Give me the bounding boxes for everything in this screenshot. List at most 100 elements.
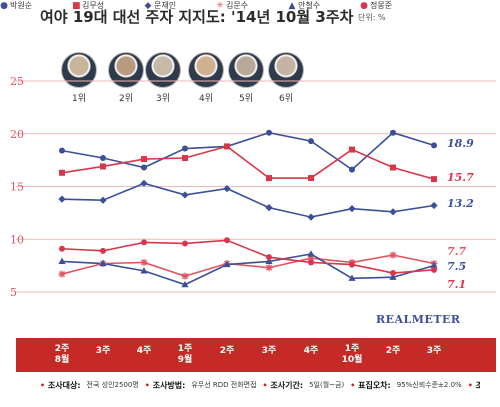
series-line: [61, 254, 435, 278]
candidate-rank: 5위: [238, 94, 253, 104]
legend-label: 박원순: [10, 1, 33, 10]
survey-footer: 조사대상: 전국 성인2500명 조사방법: 유무선 RDD 전화면접 조사기간: 5일(…: [40, 374, 480, 396]
data-point: [348, 205, 356, 213]
data-point: [431, 142, 437, 149]
end-value-label: 7.7: [447, 245, 466, 258]
data-point: [59, 245, 65, 252]
x-tick-week: 2주: [385, 346, 401, 356]
candidate-photo: [61, 52, 97, 88]
y-tick-label: 15: [10, 181, 24, 194]
x-tick-label: 1주 9월: [165, 344, 205, 366]
x-tick-week: 2주: [54, 344, 70, 354]
candidate-photo: [188, 52, 224, 88]
data-point: [307, 254, 315, 262]
footer-key: 조사대상:: [40, 380, 81, 391]
data-point: [308, 138, 314, 145]
footer-value: 전국 성인2500명: [86, 381, 139, 389]
x-tick-label: 2주 8월: [42, 344, 82, 366]
y-tick-label: 20: [10, 128, 24, 141]
data-point: [308, 175, 314, 182]
data-point: [430, 201, 438, 210]
end-value-label: 7.5: [447, 260, 466, 273]
data-point: [223, 185, 231, 193]
end-value-label: 15.7: [447, 171, 474, 184]
data-point: [390, 164, 396, 171]
x-tick-label: 3주: [414, 346, 454, 357]
data-point: [308, 259, 314, 266]
x-tick-month: 8월: [54, 355, 70, 365]
watermark: REALMETER: [376, 313, 461, 326]
data-point: [431, 176, 437, 183]
x-axis-band: 2주 8월 3주 4주 1주 9월 2주 3주 4주 1주 10월 2주 3주: [16, 338, 496, 372]
data-point: [99, 196, 107, 204]
x-tick-week: 1주: [344, 344, 360, 354]
data-point: [58, 257, 66, 265]
data-point: [265, 204, 273, 212]
data-point: [100, 163, 106, 170]
footer-key: 조사방법:: [145, 380, 186, 391]
x-tick-label: 1주 10월: [332, 344, 372, 366]
data-point: [100, 155, 106, 162]
x-tick-week: 3주: [95, 346, 111, 356]
x-tick-label: 2주: [207, 346, 247, 357]
line-chart: 5 10 15 20 25 18.9 15.7 13.2 7.7 7.5 7.1: [10, 75, 496, 299]
candidate-photo: [268, 52, 304, 88]
data-point: [140, 179, 148, 187]
data-point: [58, 195, 66, 203]
chart-title: 여야 19대 대선 주자 지지도: '14년 10월 3주차: [40, 8, 354, 26]
data-point: [431, 266, 437, 273]
data-point: [307, 250, 315, 257]
series-line: [61, 182, 435, 218]
data-point: [100, 247, 106, 254]
unit-label: 단위: %: [358, 13, 386, 22]
data-point: [99, 259, 107, 267]
data-point: [348, 274, 356, 281]
data-point: [266, 175, 272, 182]
x-tick-label: 4주: [124, 346, 164, 357]
end-value-label: 7.1: [447, 278, 466, 291]
x-tick-week: 2주: [219, 346, 235, 356]
x-tick-label: 2주: [373, 346, 413, 357]
x-tick-month: 10월: [341, 355, 363, 365]
data-point: [141, 164, 147, 171]
data-point: [59, 169, 65, 176]
data-point: [349, 261, 355, 268]
x-tick-week: 1주: [177, 344, 193, 354]
series-line: [61, 145, 435, 180]
data-point: [430, 261, 438, 269]
end-value-label: 13.2: [447, 197, 474, 210]
legend-label: 안철수: [298, 1, 321, 10]
data-point: [266, 129, 272, 136]
data-point: [265, 257, 273, 265]
data-point: [140, 258, 148, 266]
candidate-rank: 4위: [198, 94, 213, 104]
legend-item: ▲ 안철수: [288, 0, 321, 11]
data-point: [390, 270, 396, 277]
legend-label: 김문수: [226, 1, 249, 10]
candidate-photo: [228, 52, 264, 88]
legend-marker-icon: ◆: [144, 1, 152, 11]
data-point: [141, 156, 147, 163]
legend-label: 김무성: [82, 1, 105, 10]
footer-value: 유무선 RDD 전화면접: [191, 381, 257, 389]
series-line: [61, 239, 435, 274]
data-point: [389, 273, 397, 280]
data-point: [182, 145, 188, 152]
x-tick-month: 9월: [177, 355, 193, 365]
legend-label: 정몽준: [370, 1, 393, 10]
data-point: [59, 147, 65, 154]
x-tick-label: 3주: [249, 346, 289, 357]
footer-key: 표집오차:: [350, 380, 391, 391]
data-point: [266, 254, 272, 261]
legend-item: ◆ 문재인: [144, 0, 177, 11]
data-point: [390, 129, 396, 136]
footer-value: 95%신뢰수준±2.0%: [396, 381, 462, 389]
data-point: [265, 264, 273, 272]
candidate-photo: [145, 52, 181, 88]
data-point: [181, 280, 189, 288]
candidate-rank: 1위: [71, 94, 86, 104]
legend-item: ● 박원순: [0, 0, 32, 11]
data-point: [140, 267, 148, 274]
x-tick-week: 3주: [426, 346, 442, 356]
x-tick-week: 4주: [303, 346, 319, 356]
